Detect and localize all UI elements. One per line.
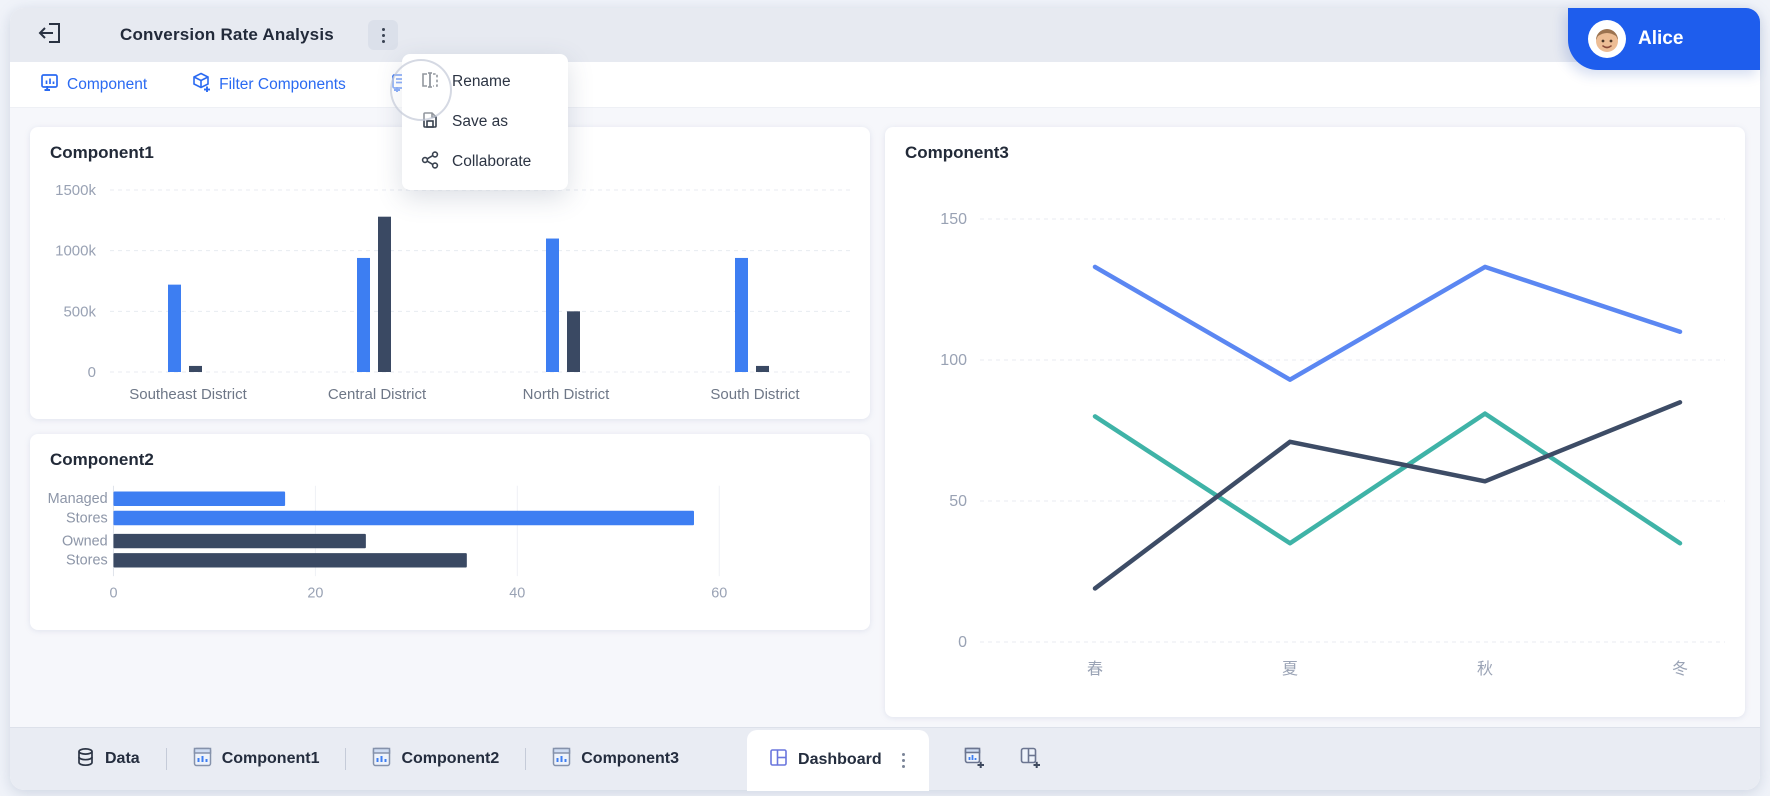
tab-label: Component2 [401, 750, 500, 767]
add-chart-sheet-button[interactable] [963, 746, 985, 773]
svg-text:40: 40 [509, 585, 525, 601]
svg-text:Owned: Owned [62, 533, 108, 549]
tab-separator [165, 748, 167, 770]
exit-back-icon [37, 21, 63, 50]
user-name: Alice [1638, 28, 1684, 49]
tab-label: Data [105, 750, 140, 767]
svg-text:Managed: Managed [48, 491, 108, 507]
svg-text:Central District: Central District [328, 386, 427, 403]
svg-text:0: 0 [958, 634, 967, 651]
dashboard-tab-kebab-icon[interactable] [892, 747, 915, 774]
toolbar: Component Filter Components Ot [10, 62, 1760, 108]
app-window: Conversion Rate Analysis Alice [10, 8, 1760, 791]
tab-component3[interactable]: Component3 [526, 728, 705, 790]
svg-text:1000k: 1000k [55, 243, 96, 260]
svg-text:0: 0 [88, 364, 96, 381]
svg-text:1500k: 1500k [55, 182, 96, 199]
chart-sheet-icon [552, 747, 571, 772]
menu-item-label: Rename [452, 73, 511, 90]
menu-item-label: Collaborate [452, 153, 532, 170]
svg-text:Stores: Stores [66, 510, 108, 526]
svg-text:500k: 500k [63, 303, 96, 320]
tab-data[interactable]: Data [76, 728, 166, 790]
tab-dashboard-active[interactable]: Dashboard [747, 729, 929, 791]
menu-item-collaborate[interactable]: Collaborate [402, 142, 568, 182]
toolbar-item-label: Component [67, 75, 148, 93]
dashboard-grid-icon [769, 748, 788, 772]
menu-item-save-as[interactable]: Save as [402, 102, 568, 142]
tab-label: Component1 [221, 750, 320, 767]
tab-label: Component3 [581, 750, 680, 767]
toolbar-item-filter-components[interactable]: Filter Components [191, 72, 346, 97]
dashboard-canvas: Component1 0 500k 1000k 1500k Southeast Dist… [10, 108, 1760, 727]
user-badge[interactable]: Alice [1568, 8, 1760, 70]
add-component-icon [40, 73, 59, 97]
tab-separator [345, 748, 347, 770]
svg-text:60: 60 [711, 585, 727, 601]
svg-text:Stores: Stores [66, 553, 108, 569]
svg-text:100: 100 [940, 352, 967, 369]
svg-text:150: 150 [940, 211, 967, 228]
component2-card[interactable]: Component2 0 20 40 60 Managed Stores Owned Stor… [30, 434, 870, 630]
add-dashboard-sheet-button[interactable] [1019, 746, 1041, 773]
svg-text:春: 春 [1087, 660, 1103, 678]
context-menu: Rename Save as Collaborate [402, 54, 568, 190]
component3-card[interactable]: Component3 0 50 100 150 春 夏 秋 冬 [885, 127, 1745, 717]
svg-text:冬: 冬 [1672, 660, 1688, 678]
avatar [1588, 20, 1626, 58]
chart-title: Component1 [50, 143, 154, 162]
share-nodes-icon [420, 150, 440, 175]
toolbar-item-label: Filter Components [219, 75, 346, 93]
toolbar-item-component[interactable]: Component [40, 73, 147, 97]
tab-separator [525, 748, 527, 770]
chart-title: Component2 [50, 450, 154, 469]
chart-sheet-icon [372, 747, 391, 772]
tab-component1[interactable]: Component1 [167, 728, 346, 790]
kebab-icon [381, 27, 385, 43]
add-chart-icon [963, 746, 985, 773]
svg-text:North District: North District [523, 386, 611, 403]
component3-line-chart: 0 50 100 150 春 夏 秋 冬 [885, 175, 1745, 717]
svg-text:South District: South District [710, 386, 800, 403]
filter-cube-icon [191, 72, 211, 97]
chart-title: Component3 [905, 143, 1009, 162]
menu-item-label: Save as [452, 113, 509, 130]
svg-text:50: 50 [949, 493, 967, 510]
chart-sheet-icon [193, 747, 212, 772]
rename-icon [420, 70, 440, 95]
svg-text:Southeast District: Southeast District [129, 386, 247, 403]
title-more-button[interactable] [368, 20, 398, 50]
svg-text:0: 0 [109, 585, 117, 601]
component1-bar-chart: 0 500k 1000k 1500k Southeast District Central… [30, 173, 870, 419]
svg-text:夏: 夏 [1282, 661, 1298, 678]
menu-item-rename[interactable]: Rename [402, 62, 568, 102]
tab-label: Dashboard [798, 751, 882, 768]
back-button[interactable] [34, 21, 66, 49]
save-as-icon [420, 110, 440, 135]
tab-component2[interactable]: Component2 [346, 728, 525, 790]
svg-text:秋: 秋 [1477, 660, 1493, 678]
svg-text:20: 20 [307, 585, 323, 601]
add-dashboard-icon [1019, 746, 1041, 773]
document-title: Conversion Rate Analysis [120, 25, 334, 44]
header-bar: Conversion Rate Analysis Alice [10, 8, 1760, 70]
sheet-tab-bar: Data Component1 [10, 727, 1760, 791]
component2-hbar-chart: 0 20 40 60 Managed Stores Owned Stores [30, 480, 870, 630]
database-icon [76, 747, 95, 772]
